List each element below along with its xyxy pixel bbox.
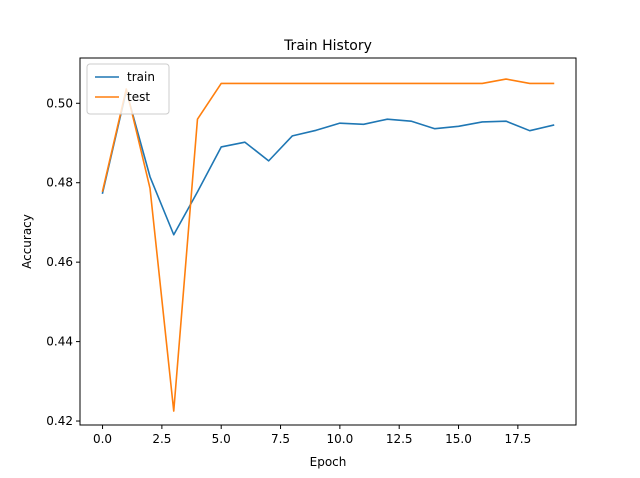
x-tick-label: 5.0 [212, 432, 231, 446]
legend: train test [86, 63, 170, 115]
x-tick-label: 0.0 [93, 432, 112, 446]
x-tick-label: 7.5 [271, 432, 290, 446]
y-axis-label: Accuracy [20, 214, 34, 269]
x-tick-label: 2.5 [152, 432, 171, 446]
axes-frame [79, 57, 577, 426]
x-tick-label: 15.0 [445, 432, 472, 446]
series-line-test [101, 78, 555, 412]
series-line-train [101, 90, 555, 236]
legend-label-train: train [127, 70, 155, 84]
chart-title: Train History [283, 38, 372, 54]
y-tick-label: 0.50 [46, 96, 73, 110]
x-tick-label: 10.0 [327, 432, 354, 446]
x-axis-label: Epoch [310, 455, 347, 469]
y-tick-label: 0.44 [46, 335, 73, 349]
ticks-layer: 0.0 2.5 5.0 7.5 10.0 12.5 15.0 17.5 0.42 0.44 0.46… [46, 96, 531, 446]
y-tick-label: 0.42 [46, 414, 73, 428]
x-tick-label: 12.5 [386, 432, 413, 446]
plot-layer [101, 78, 555, 412]
x-tick-label: 17.5 [504, 432, 531, 446]
legend-label-test: test [127, 90, 150, 104]
y-tick-label: 0.46 [46, 255, 73, 269]
y-tick-label: 0.48 [46, 176, 73, 190]
